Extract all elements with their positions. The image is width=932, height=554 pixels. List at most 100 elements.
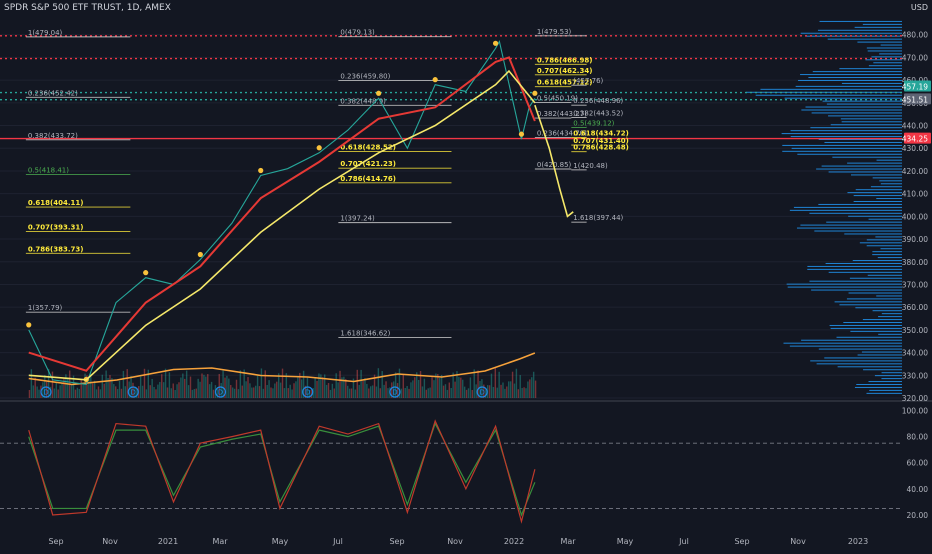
volume-bar: [370, 386, 372, 398]
volume-profile-bar: [848, 215, 902, 217]
volume-bar: [139, 376, 142, 398]
volume-bar: [266, 384, 268, 398]
volume-bar: [270, 387, 272, 398]
dividend-marker-icon: [389, 386, 401, 398]
volume-bar: [308, 389, 311, 398]
volume-bar: [291, 389, 293, 398]
volume-bar: [385, 381, 387, 398]
volume-bar: [391, 382, 393, 398]
volume-bar: [147, 369, 150, 398]
volume-bar: [323, 374, 326, 398]
volume-bar: [65, 374, 67, 398]
volume-bar: [287, 388, 289, 398]
volume-profile-bar: [834, 301, 902, 303]
fib-level-label: 1(479.53): [537, 28, 572, 36]
volume-bar: [168, 372, 171, 398]
volume-bar: [318, 373, 320, 398]
volume-bar: [149, 385, 151, 398]
volume-profile-bar: [818, 203, 902, 205]
volume-bar: [473, 369, 475, 398]
volume-bar: [450, 387, 452, 398]
volume-profile-bar: [856, 384, 902, 386]
volume-bar: [360, 369, 362, 398]
fib-level-label: 0.382(443.27): [537, 110, 587, 118]
volume-bar: [463, 386, 466, 398]
volume-bar: [452, 372, 454, 398]
volume-bar: [423, 378, 426, 398]
volume-bar: [529, 379, 531, 398]
volume-profile-bar: [881, 372, 902, 374]
volume-profile-bar: [850, 330, 902, 332]
time-axis-label: 2022: [504, 537, 524, 546]
fib-level-label: 0.382(448.9): [340, 97, 386, 105]
volume-bar: [283, 388, 286, 398]
signal-dot: [316, 145, 322, 151]
dividend-marker-icon: [476, 386, 488, 398]
dividend-marker-label: D: [218, 389, 223, 397]
volume-bar: [207, 374, 209, 398]
volume-profile-bar: [876, 159, 902, 161]
volume-profile-bar: [811, 289, 902, 291]
volume-profile-bar: [861, 351, 902, 353]
volume-bar: [469, 377, 472, 398]
fib-level-label: 0.786(466.98): [537, 56, 593, 64]
dividend-marker-icon: [302, 386, 314, 398]
volume-profile-bar: [805, 35, 902, 37]
stoch-axis-tick: 60.00: [907, 459, 929, 468]
volume-bar: [187, 385, 190, 398]
volume-bar: [124, 386, 127, 398]
volume-bar: [134, 386, 136, 398]
volume-bar: [239, 370, 242, 398]
volume-profile-bar: [854, 386, 902, 388]
volume-profile-bar: [844, 233, 902, 235]
dividend-marker-icon: [127, 386, 139, 398]
volume-bar: [78, 389, 81, 398]
volume-bar: [306, 377, 309, 398]
volume-profile-bar: [805, 106, 902, 108]
volume-bar: [143, 368, 146, 398]
time-axis-label: 2023: [848, 537, 868, 546]
time-axis-label: Jul: [678, 537, 689, 546]
volume-bar: [42, 382, 44, 398]
volume-ma-line: [28, 352, 536, 386]
dividend-marker-label: D: [305, 389, 310, 397]
fib-level-label: 0.5(418.41): [28, 167, 69, 175]
volume-profile-bar: [880, 44, 902, 46]
volume-bar: [427, 388, 429, 398]
stoch-d-line: [28, 422, 536, 517]
volume-bar: [488, 385, 491, 398]
volume-profile-bar: [850, 174, 902, 176]
volume-bar: [120, 388, 123, 398]
volume-bar: [310, 389, 312, 398]
volume-bar: [216, 388, 219, 398]
volume-bar: [431, 377, 433, 398]
price-series-projection: [534, 104, 574, 218]
volume-bar: [358, 384, 360, 398]
volume-profile-bar: [789, 345, 902, 347]
volume-bar: [92, 383, 94, 398]
volume-bar: [224, 377, 226, 398]
volume-bar: [276, 381, 278, 398]
volume-bar: [222, 370, 224, 398]
stoch-axis-tick: 80.00: [907, 433, 929, 442]
volume-bar: [220, 383, 222, 398]
volume-profile-bar: [800, 32, 902, 34]
volume-bar: [199, 381, 201, 398]
volume-bar: [59, 385, 61, 398]
volume-bar: [272, 388, 274, 398]
volume-profile-bar: [828, 115, 902, 117]
volume-profile-bar: [854, 26, 902, 28]
volume-profile-bar: [840, 118, 902, 120]
volume-profile-bar: [879, 180, 902, 182]
chart-title: SPDR S&P 500 ETF TRUST, 1D, AMEX: [4, 3, 171, 13]
volume-bar: [63, 377, 65, 398]
volume-bar: [421, 386, 424, 398]
volume-bar: [419, 371, 422, 398]
volume-profile-bar: [795, 85, 902, 87]
volume-profile-bar: [872, 177, 902, 179]
volume-bar: [293, 383, 295, 398]
volume-profile-bar: [817, 29, 902, 31]
volume-bar: [195, 388, 197, 398]
volume-profile-bar: [809, 280, 902, 282]
